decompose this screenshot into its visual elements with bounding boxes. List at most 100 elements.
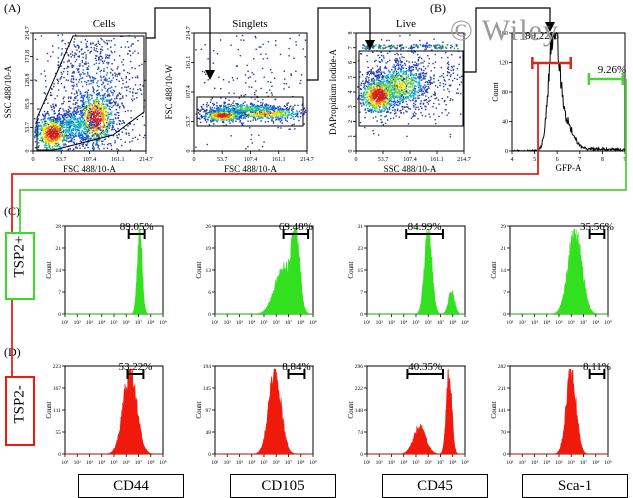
event-dot bbox=[284, 117, 286, 120]
event-dot bbox=[50, 119, 52, 122]
event-dot bbox=[70, 130, 73, 133]
event-dot bbox=[266, 114, 268, 117]
event-dot bbox=[85, 81, 88, 84]
event-dot bbox=[73, 116, 75, 119]
event-dot bbox=[96, 129, 98, 131]
event-dot bbox=[402, 47, 405, 50]
event-dot bbox=[257, 100, 259, 102]
event-dot bbox=[131, 140, 133, 142]
event-dot bbox=[97, 134, 99, 136]
event-dot bbox=[95, 50, 97, 52]
event-dot bbox=[80, 73, 82, 75]
event-dot bbox=[108, 123, 110, 125]
event-dot bbox=[248, 114, 250, 116]
event-dot bbox=[195, 113, 197, 115]
event-dot bbox=[238, 105, 241, 107]
event-dot bbox=[240, 107, 242, 109]
event-dot bbox=[59, 120, 61, 123]
event-dot bbox=[128, 50, 131, 52]
event-dot bbox=[395, 70, 398, 72]
event-dot bbox=[393, 85, 395, 87]
event-dot bbox=[455, 92, 458, 94]
event-dot bbox=[113, 128, 116, 131]
event-dot bbox=[76, 44, 79, 46]
event-dot bbox=[85, 108, 88, 110]
event-dot bbox=[406, 103, 408, 106]
event-dot bbox=[57, 47, 60, 49]
event-dot bbox=[47, 141, 49, 143]
event-dot bbox=[93, 137, 95, 139]
event-dot bbox=[264, 113, 266, 115]
event-dot bbox=[262, 58, 265, 60]
event-dot bbox=[89, 120, 91, 122]
event-dot bbox=[61, 135, 63, 137]
event-dot bbox=[381, 76, 383, 78]
event-dot bbox=[415, 64, 417, 66]
event-dot bbox=[405, 73, 407, 75]
event-dot bbox=[229, 111, 232, 114]
event-dot bbox=[370, 90, 372, 92]
event-dot bbox=[91, 147, 94, 149]
event-dot bbox=[370, 73, 373, 75]
event-dot bbox=[256, 106, 259, 109]
event-dot bbox=[103, 115, 105, 117]
event-dot bbox=[415, 66, 417, 69]
event-dot bbox=[270, 81, 272, 83]
event-dot bbox=[75, 96, 77, 98]
event-dot bbox=[210, 108, 212, 110]
event-dot bbox=[72, 78, 75, 81]
event-dot bbox=[210, 119, 212, 122]
event-dot bbox=[396, 97, 399, 99]
event-dot bbox=[75, 146, 77, 148]
event-dot bbox=[63, 126, 65, 128]
event-dot bbox=[401, 89, 403, 91]
event-dot bbox=[49, 119, 51, 121]
event-dot bbox=[106, 79, 108, 81]
event-dot bbox=[214, 117, 216, 119]
event-dot bbox=[53, 83, 55, 85]
event-dot bbox=[243, 116, 245, 118]
event-dot bbox=[399, 64, 402, 66]
event-dot bbox=[256, 115, 258, 117]
event-dot bbox=[75, 135, 77, 137]
event-dot bbox=[48, 128, 50, 131]
event-dot bbox=[297, 113, 299, 116]
event-dot bbox=[87, 113, 90, 115]
event-dot bbox=[388, 71, 391, 73]
event-dot bbox=[76, 108, 78, 111]
event-dot bbox=[112, 92, 114, 94]
event-dot bbox=[53, 85, 55, 88]
event-dot bbox=[249, 115, 252, 118]
event-dot bbox=[385, 107, 387, 109]
event-dot bbox=[271, 118, 273, 121]
event-dot bbox=[54, 118, 56, 120]
event-dot bbox=[131, 77, 134, 79]
event-dot bbox=[394, 110, 396, 112]
event-dot bbox=[106, 72, 108, 74]
event-dot bbox=[200, 115, 203, 117]
event-dot bbox=[258, 106, 260, 108]
event-dot bbox=[97, 146, 99, 148]
event-dot bbox=[401, 83, 403, 85]
event-dot bbox=[270, 112, 272, 114]
event-dot bbox=[73, 41, 75, 43]
event-dot bbox=[399, 102, 401, 105]
event-dot bbox=[399, 101, 401, 103]
event-dot bbox=[262, 102, 264, 104]
event-dot bbox=[213, 114, 216, 116]
event-dot bbox=[424, 105, 426, 107]
event-dot bbox=[293, 113, 295, 116]
event-dot bbox=[78, 71, 80, 73]
event-dot bbox=[139, 88, 141, 90]
event-dot bbox=[102, 96, 105, 98]
event-dot bbox=[76, 113, 78, 115]
event-dot bbox=[255, 119, 257, 121]
event-dot bbox=[116, 111, 118, 114]
event-dot bbox=[63, 86, 66, 88]
event-dot bbox=[380, 72, 382, 74]
event-dot bbox=[222, 116, 225, 119]
cells-gate bbox=[36, 35, 145, 151]
event-dot bbox=[74, 111, 77, 113]
event-dot bbox=[240, 122, 243, 124]
event-dot bbox=[69, 123, 71, 125]
